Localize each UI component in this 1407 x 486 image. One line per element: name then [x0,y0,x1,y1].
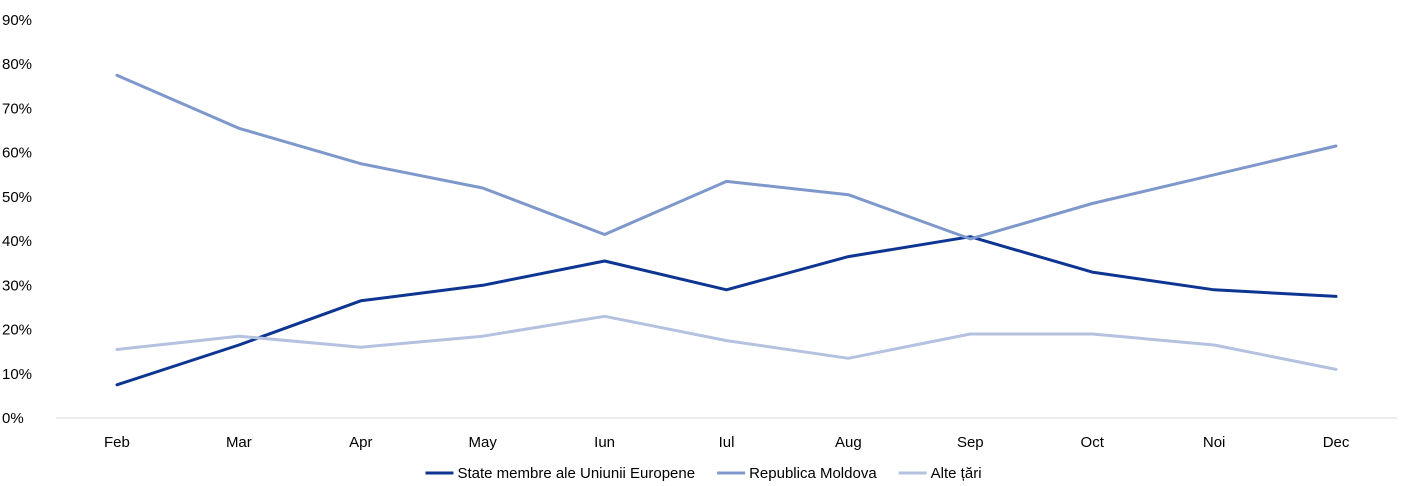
x-tick-label: Iun [594,434,615,451]
y-tick-label: 0% [2,410,24,427]
legend-label: State membre ale Uniunii Europene [457,465,695,482]
series-line-1 [115,235,1338,387]
legend-label: Republica Moldova [749,465,877,482]
legend-label: Alte țări [931,465,982,482]
x-tick-label: May [469,434,498,451]
x-tick-label: Iul [719,434,735,451]
y-tick-label: 40% [2,233,32,250]
x-tick-label: Feb [104,434,130,451]
x-tick-label: Noi [1203,434,1226,451]
x-tick-label: Dec [1323,434,1350,451]
x-tick-label: Mar [226,434,252,451]
series-lines [115,73,1338,387]
y-tick-label: 20% [2,322,32,339]
y-tick-label: 70% [2,100,32,117]
x-tick-label: Aug [835,434,862,451]
series-line-3 [115,314,1338,371]
y-tick-label: 90% [2,12,32,29]
y-tick-label: 60% [2,145,32,162]
series-line-2 [115,73,1338,241]
x-axis-tick-labels: Feb Mar Apr May Iun Iul Aug Sep Oct Noi Dec [104,434,1350,451]
y-tick-label: 50% [2,189,32,206]
y-axis-tick-labels: 0% 10% 20% 30% 40% 50% 60% 70% 80% 90% [2,12,32,427]
legend: State membre ale Uniunii Europene Republi… [425,465,982,482]
x-tick-label: Oct [1081,434,1105,451]
y-tick-label: 10% [2,366,32,383]
x-tick-label: Apr [349,434,372,451]
y-tick-label: 80% [2,56,32,73]
x-tick-label: Sep [957,434,984,451]
y-tick-label: 30% [2,277,32,294]
